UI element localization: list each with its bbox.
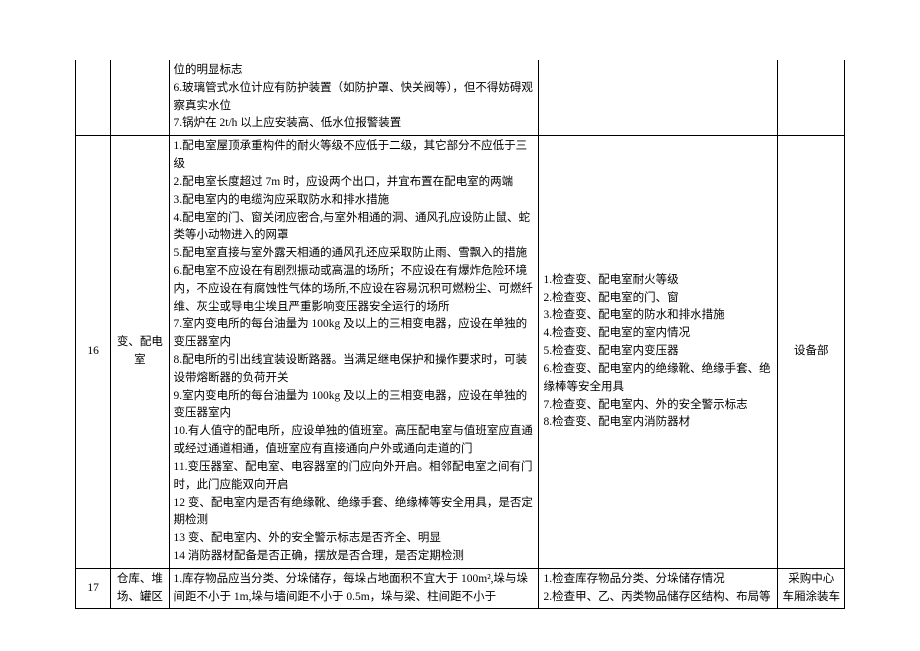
row-number [76, 60, 111, 136]
row-name: 变、配电室 [111, 136, 169, 569]
row-dept: 设备部 [778, 136, 845, 569]
table-row: 17仓库、堆场、罐区1.库存物品应当分类、分垛储存，每垛占地面积不宜大于 100… [76, 568, 845, 609]
row-name: 仓库、堆场、罐区 [111, 568, 169, 609]
row-check: 1.检查变、配电室耐火等级 2.检查变、配电室的门、窗 3.检查变、配电室的防水… [539, 136, 778, 569]
row-check [539, 60, 778, 136]
row-requirements: 位的明显标志 6.玻璃管式水位计应有防护装置（如防护罩、快关阀等），但不得妨碍观… [169, 60, 539, 136]
row-dept [778, 60, 845, 136]
inspection-table: 位的明显标志 6.玻璃管式水位计应有防护装置（如防护罩、快关阀等），但不得妨碍观… [75, 60, 845, 609]
row-name [111, 60, 169, 136]
row-number: 16 [76, 136, 111, 569]
row-check: 1.检查库存物品分类、分垛储存情况 2.检查甲、乙、丙类物品储存区结构、布局等 [539, 568, 778, 609]
row-requirements: 1.库存物品应当分类、分垛储存，每垛占地面积不宜大于 100m²,垛与垛间距不小… [169, 568, 539, 609]
row-requirements: 1.配电室屋顶承重构件的耐火等级不应低于二级，其它部分不应低于三级 2.配电室长… [169, 136, 539, 569]
table-row: 位的明显标志 6.玻璃管式水位计应有防护装置（如防护罩、快关阀等），但不得妨碍观… [76, 60, 845, 136]
row-number: 17 [76, 568, 111, 609]
table-row: 16变、配电室1.配电室屋顶承重构件的耐火等级不应低于二级，其它部分不应低于三级… [76, 136, 845, 569]
row-dept: 采购中心 车厢涂装车 [778, 568, 845, 609]
